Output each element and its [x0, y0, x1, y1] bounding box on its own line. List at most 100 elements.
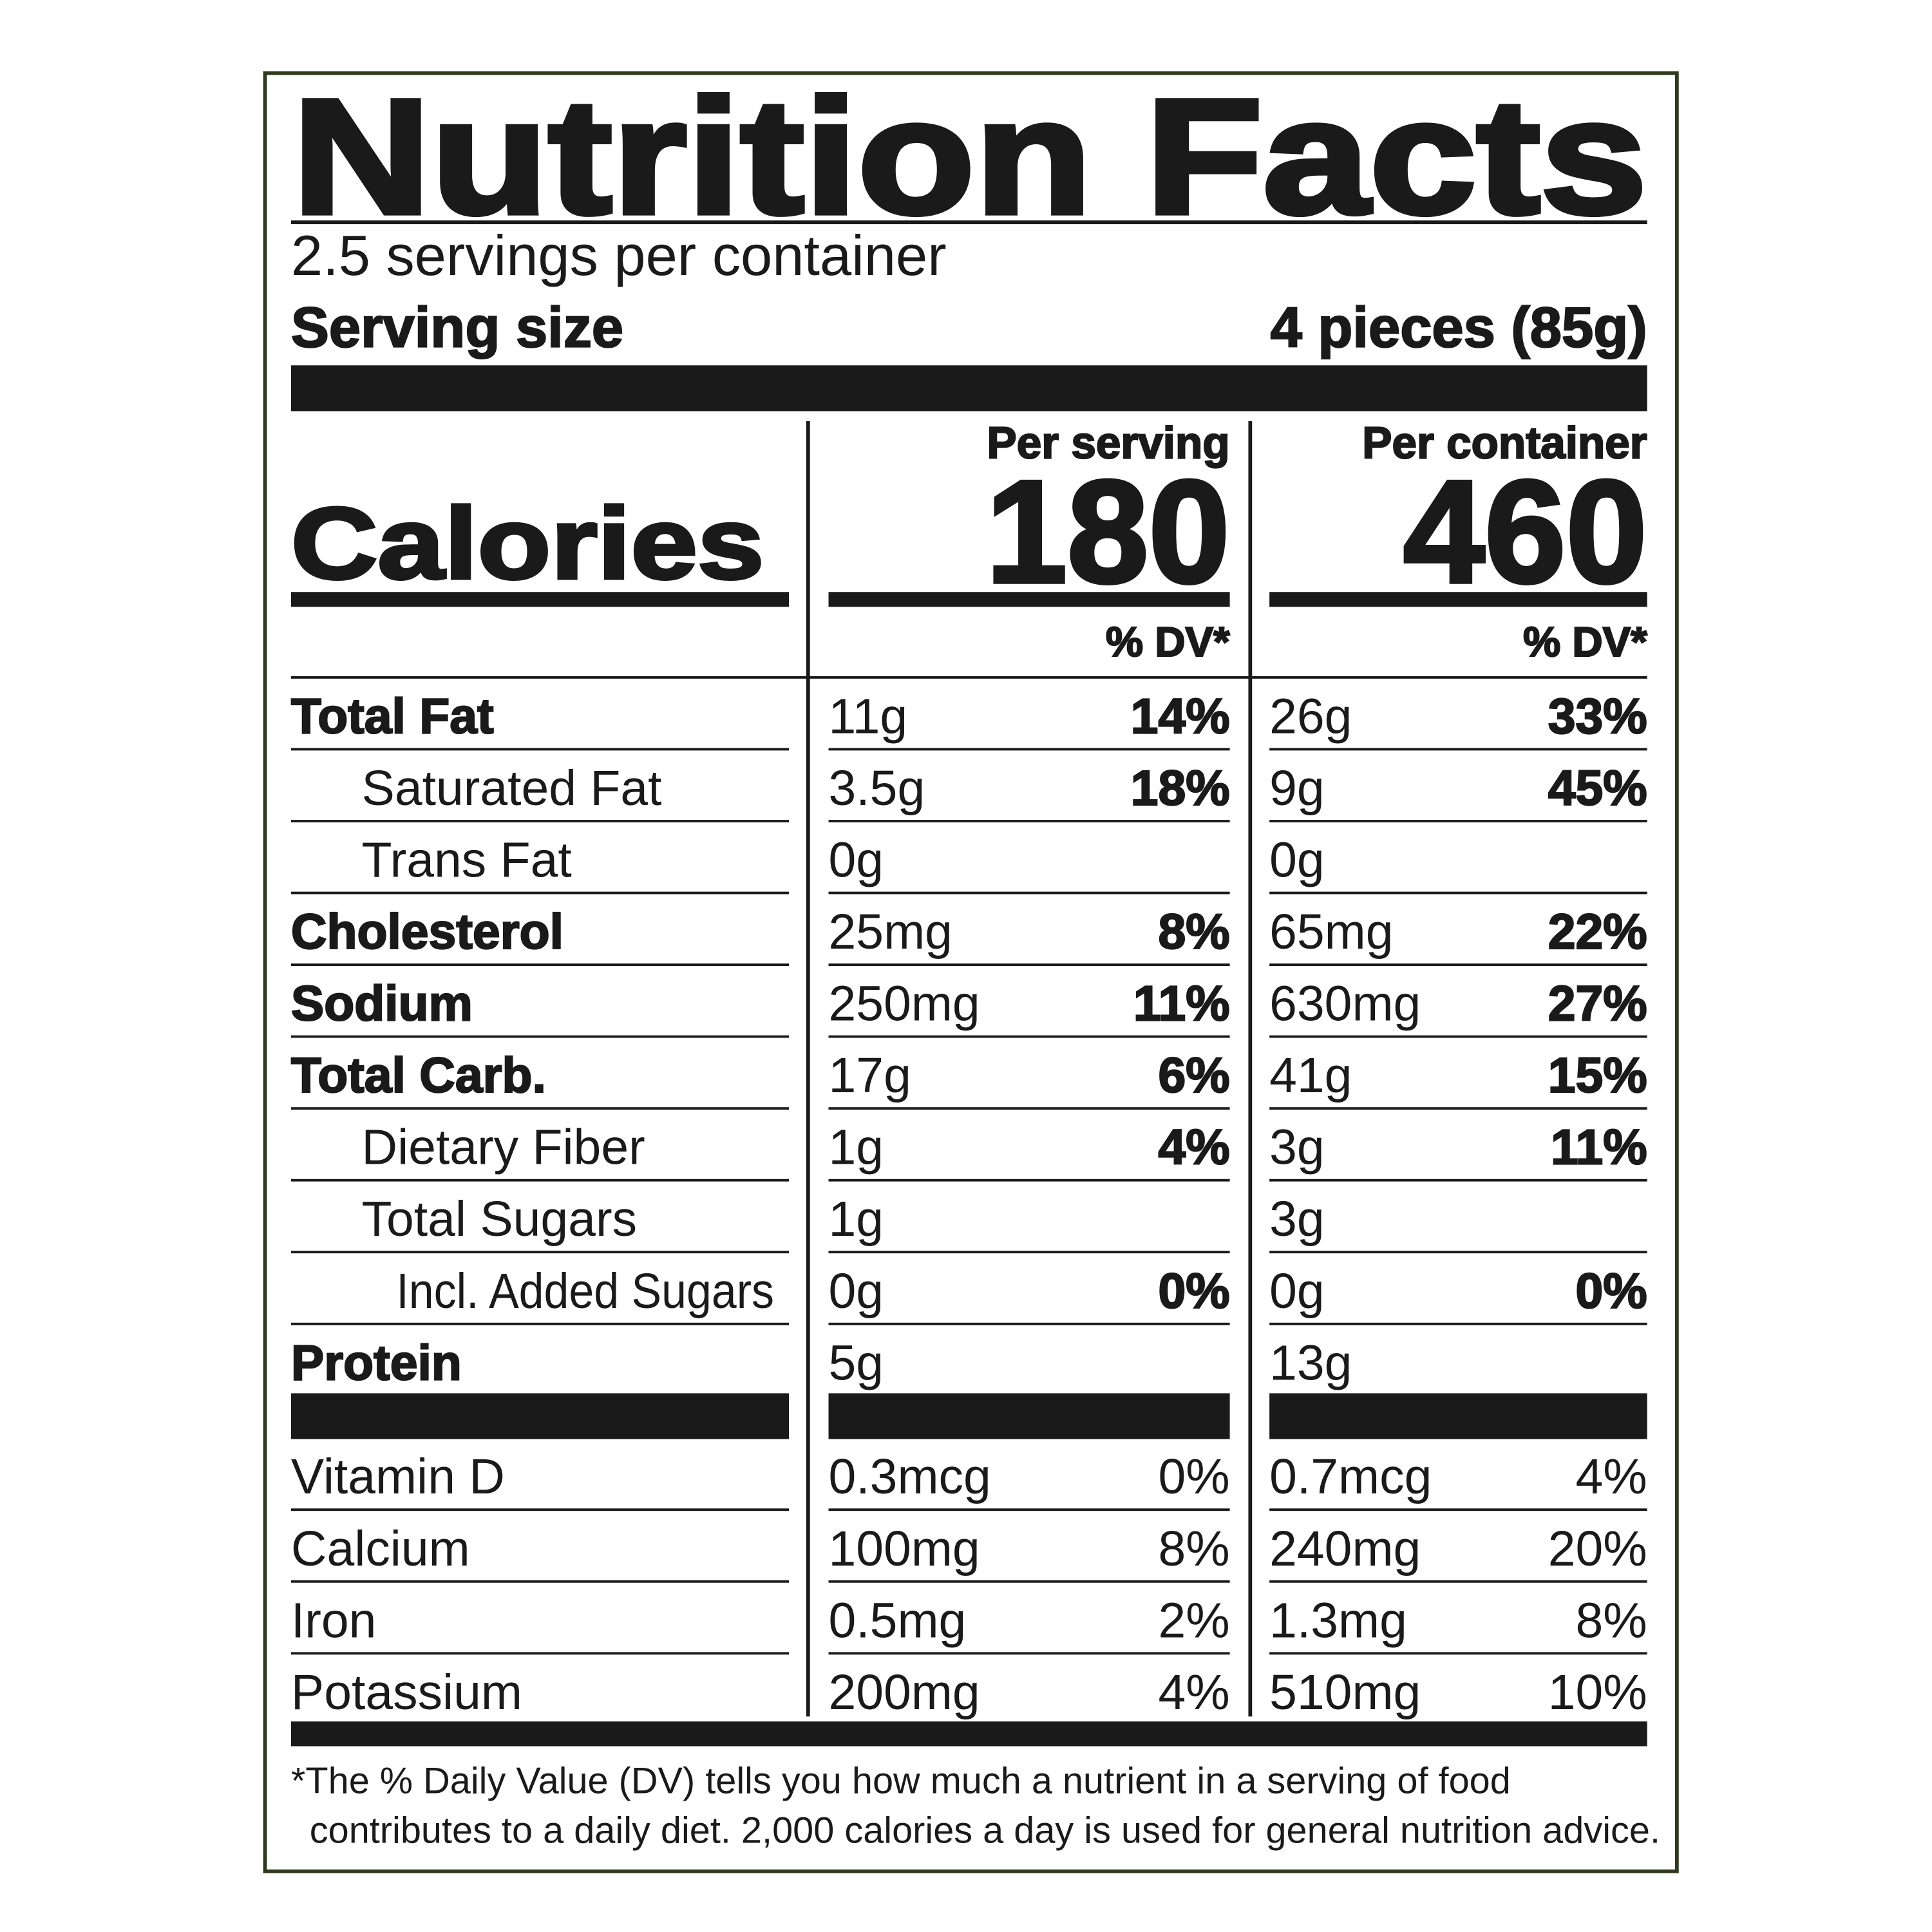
thick-bar: [290, 365, 1647, 412]
rule: [828, 1035, 1230, 1038]
rule: [1269, 1035, 1647, 1038]
daily-value: 8%: [1576, 1593, 1647, 1648]
rule: [1269, 1179, 1647, 1182]
column-heading: Per serving: [987, 418, 1230, 468]
servings: 2.5 servings per container: [291, 223, 947, 287]
rule: [828, 748, 1230, 751]
rule: [290, 748, 789, 751]
nutrient-label: Cholesterol: [291, 904, 564, 960]
nutrient-label: Total Carb.: [291, 1048, 546, 1103]
amount: 1.3mg: [1269, 1593, 1407, 1648]
amount: 5g: [829, 1335, 884, 1390]
daily-value: 11%: [1551, 1120, 1647, 1175]
amount: 25mg: [829, 904, 952, 960]
daily-value: 0%: [1576, 1264, 1647, 1319]
title: Nutrition Facts: [292, 65, 1647, 248]
amount: 0g: [829, 833, 884, 888]
rule: [1269, 748, 1647, 751]
nutrient-label: Trans Fat: [362, 833, 572, 888]
rule: [1269, 1251, 1647, 1254]
rule: [828, 1322, 1230, 1325]
daily-value: 6%: [1158, 1048, 1229, 1103]
daily-value: 11%: [1133, 976, 1230, 1032]
amount: 0.7mcg: [1269, 1449, 1432, 1504]
nutrient-label: Sodium: [291, 976, 473, 1032]
daily-value: 4%: [1158, 1120, 1229, 1175]
calories-value: 460: [1403, 451, 1647, 614]
rule: [290, 963, 789, 966]
dv-heading: % DV*: [1106, 618, 1230, 665]
nutrient-label: Total Fat: [291, 688, 494, 744]
rule: [1269, 891, 1647, 895]
rule: [290, 1107, 789, 1110]
amount: 510mg: [1269, 1665, 1421, 1720]
rule: [290, 1508, 789, 1511]
amount: 65mg: [1269, 904, 1393, 960]
amount: 13g: [1269, 1335, 1352, 1390]
thick-bar: [290, 1721, 1647, 1747]
amount: 0g: [829, 1264, 884, 1319]
column-divider: [806, 421, 810, 1717]
amount: 0.5mg: [829, 1593, 967, 1648]
column-divider: [1248, 421, 1253, 1717]
rule: [828, 1580, 1230, 1583]
rule: [290, 1580, 789, 1583]
amount: 11g: [829, 688, 908, 744]
daily-value: 10%: [1548, 1665, 1647, 1720]
rule: [828, 891, 1230, 895]
amount: 0g: [1269, 833, 1325, 888]
daily-value: 2%: [1158, 1593, 1229, 1648]
rule: [1269, 963, 1647, 966]
rule: [290, 676, 1647, 679]
amount: 250mg: [829, 976, 980, 1032]
rule: [290, 820, 789, 822]
daily-value: 22%: [1548, 904, 1647, 960]
rule: [1269, 1107, 1647, 1110]
footnote: contributes to a daily diet. 2,000 calor…: [310, 1810, 1660, 1852]
daily-value: 14%: [1131, 688, 1230, 744]
daily-value: 8%: [1158, 1521, 1229, 1577]
amount: 17g: [829, 1048, 911, 1103]
amount: 0g: [1269, 1264, 1325, 1319]
rule: [1269, 1508, 1647, 1511]
serving-size-label: Serving size: [291, 295, 623, 359]
amount: 1g: [829, 1120, 884, 1175]
rule: [1269, 1652, 1647, 1655]
amount: 100mg: [829, 1521, 980, 1577]
amount: 3g: [1269, 1120, 1325, 1175]
amount: 0.3mcg: [829, 1449, 991, 1504]
daily-value: 45%: [1548, 761, 1647, 816]
rule: [1269, 1580, 1647, 1583]
rule: [290, 891, 789, 895]
daily-value: 20%: [1548, 1521, 1647, 1577]
rule: [828, 820, 1230, 822]
calories-value: 180: [986, 451, 1230, 614]
nutrient-label: Protein: [291, 1335, 462, 1390]
nutrient-label: Total Sugars: [362, 1191, 638, 1247]
amount: 3.5g: [829, 761, 925, 816]
border: [263, 71, 1679, 1873]
amount: 200mg: [829, 1665, 980, 1720]
daily-value: 18%: [1131, 761, 1230, 816]
daily-value: 4%: [1576, 1449, 1647, 1504]
nutrient-label: Iron: [291, 1593, 377, 1648]
rule: [828, 1251, 1230, 1254]
thick-bar: [1269, 1393, 1647, 1439]
nutrient-label: Incl. Added Sugars: [396, 1264, 774, 1319]
daily-value: 0%: [1158, 1264, 1229, 1319]
daily-value: 4%: [1158, 1665, 1229, 1720]
rule: [290, 1652, 789, 1655]
amount: 630mg: [1269, 976, 1421, 1032]
calories-label: Calories: [291, 487, 764, 600]
rule: [1269, 820, 1647, 822]
amount: 1g: [829, 1191, 884, 1247]
column-heading: Per container: [1362, 418, 1647, 468]
rule: [828, 1107, 1230, 1110]
thick-bar: [828, 1393, 1230, 1439]
nutrient-label: Potassium: [291, 1665, 522, 1720]
rule: [1269, 592, 1647, 607]
amount: 26g: [1269, 688, 1352, 744]
nutrient-label: Calcium: [291, 1521, 470, 1577]
